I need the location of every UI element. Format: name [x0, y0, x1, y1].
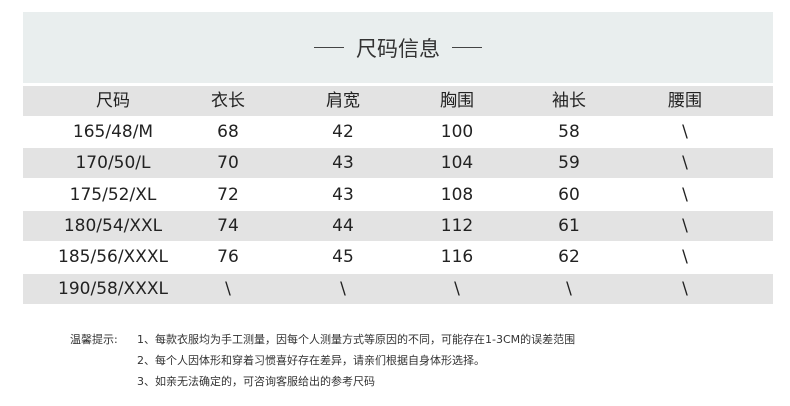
- page-title: 尺码信息: [356, 36, 440, 61]
- table-row-cell: \: [682, 153, 688, 174]
- table-row-cell: \: [682, 247, 688, 268]
- table-row-cell: 112: [440, 215, 474, 236]
- table-row-cell: 61: [558, 215, 580, 236]
- table-row-cell: 108: [440, 184, 474, 205]
- table-row-cell: \: [682, 122, 688, 142]
- header-row-cell: 腰围: [668, 91, 702, 111]
- table-row-cell: 104: [440, 153, 474, 174]
- note-item: 1、每款衣服均为手工测量，因每个人测量方式等原因的不同，可能存在1-3CM的误差…: [137, 333, 576, 346]
- table-row-cell: \: [682, 278, 688, 299]
- table-row-cell: 116: [440, 247, 474, 268]
- table-row-cell: 44: [332, 215, 354, 236]
- table-row: 180/54/XXL 74 44 112 61 \: [23, 210, 773, 241]
- table-row-cell: 59: [558, 153, 580, 174]
- header-row-cell: 肩宽: [326, 91, 360, 111]
- table-row-cell: 185/56/XXXL: [58, 247, 168, 268]
- table-row-cell: 45: [332, 247, 354, 268]
- header-row-cell: 袖长: [552, 91, 586, 111]
- header-row-cell: 衣长: [211, 91, 245, 111]
- table-row-cell: 165/48/M: [72, 122, 154, 142]
- table-row-cell: 74: [217, 215, 239, 236]
- table-row-cell: 43: [332, 184, 354, 205]
- table-row-cell: 170/50/L: [75, 153, 151, 174]
- title-dash-left: [314, 47, 344, 48]
- table-row-cell: 190/58/XXXL: [58, 278, 168, 299]
- table-row-cell: \: [682, 184, 688, 205]
- header-row-cell: 胸围: [440, 91, 474, 111]
- note-item: 3、如亲无法确定的，可咨询客服给出的参考尺码: [137, 375, 375, 388]
- table-row-cell: 70: [217, 153, 239, 174]
- table-row-cell: 42: [332, 122, 354, 142]
- notes-label: 温馨提示:: [70, 333, 118, 346]
- table-row-cell: 58: [558, 122, 580, 142]
- notes: 温馨提示: 1、每款衣服均为手工测量，因每个人测量方式等原因的不同，可能存在1-…: [70, 329, 575, 392]
- table-row-cell: 68: [217, 122, 239, 142]
- table-row-cell: \: [340, 278, 346, 299]
- table-row-cell: \: [225, 278, 231, 299]
- table-row-cell: 175/52/XL: [69, 184, 157, 205]
- table-row-cell: 43: [332, 153, 354, 174]
- table-row-cell: \: [682, 215, 688, 236]
- table-row-cell: \: [566, 278, 572, 299]
- table-row-cell: 100: [440, 122, 474, 142]
- table-row: 175/52/XL 72 43 108 60 \: [23, 180, 773, 210]
- title-band: 尺码信息: [23, 12, 773, 83]
- table-row-cell: 180/54/XXL: [63, 215, 163, 236]
- table-row: 170/50/L 70 43 104 59 \: [23, 148, 773, 179]
- note-item: 2、每个人因体形和穿着习惯喜好存在差异，请亲们根据自身体形选择。: [137, 354, 485, 367]
- table-row-cell: 76: [217, 247, 239, 268]
- table-row: 185/56/XXXL 76 45 116 62 \: [23, 242, 773, 272]
- table-row-cell: 62: [558, 247, 580, 268]
- table-row-cell: 60: [558, 184, 580, 205]
- table-row-cell: 72: [217, 184, 239, 205]
- table-row: 190/58/XXXL \ \ \ \ \: [23, 273, 773, 304]
- header-row: 尺码 衣长 肩宽 胸围 袖长 腰围: [23, 86, 773, 116]
- table-row-cell: \: [454, 278, 460, 299]
- header-row-cell: 尺码: [96, 91, 130, 111]
- title-dash-right: [452, 47, 482, 48]
- table-row: 165/48/M 68 42 100 58 \: [23, 117, 773, 147]
